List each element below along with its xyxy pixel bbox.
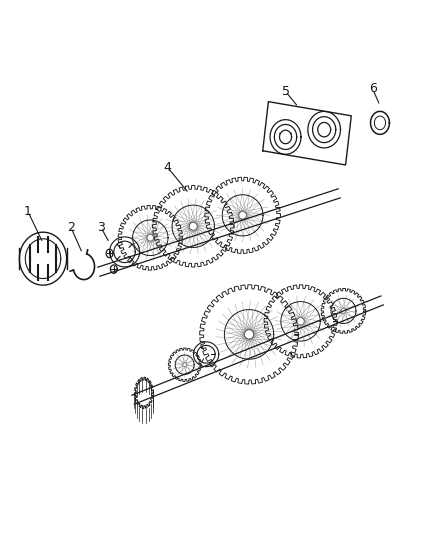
Text: 4: 4 (163, 161, 171, 174)
Text: 1: 1 (24, 205, 32, 218)
Text: 3: 3 (97, 221, 105, 234)
Text: 2: 2 (67, 221, 75, 234)
Text: 6: 6 (369, 83, 377, 95)
Text: 5: 5 (282, 85, 290, 98)
